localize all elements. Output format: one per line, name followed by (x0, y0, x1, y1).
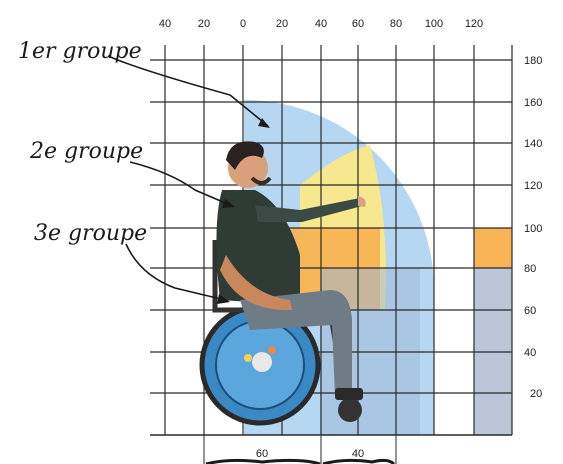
label-group-1: 1er groupe (18, 39, 142, 64)
y-tick: 160 (524, 97, 542, 109)
y-tick: 180 (524, 55, 542, 67)
x-tick: 120 (465, 18, 483, 30)
x-tick: 20 (276, 18, 288, 30)
y-tick: 20 (530, 388, 542, 400)
person-in-wheelchair-icon (199, 141, 366, 426)
y-tick: 80 (524, 263, 536, 275)
x-tick: 20 (198, 18, 210, 30)
dimension-markers: 60 40 (203, 435, 397, 464)
dimension-60: 60 (256, 448, 268, 460)
shelf-upper (474, 228, 512, 268)
y-tick: 100 (524, 223, 542, 235)
y-tick: 60 (524, 305, 536, 317)
x-axis-ticks: 40 20 0 20 40 60 80 100 120 (159, 18, 483, 30)
dimension-40: 40 (352, 448, 364, 460)
y-tick: 120 (524, 180, 542, 192)
x-tick: 100 (425, 18, 443, 30)
label-group-2: 2e groupe (29, 139, 143, 164)
x-tick: 40 (159, 18, 171, 30)
x-tick: 0 (240, 18, 246, 30)
label-group-3: 3e groupe (34, 221, 147, 246)
y-tick: 140 (524, 138, 542, 150)
x-tick: 40 (315, 18, 327, 30)
y-tick: 40 (524, 347, 536, 359)
group-annotations: 1er groupe 2e groupe 3e groupe (18, 39, 270, 304)
x-tick: 80 (390, 18, 402, 30)
y-axis-ticks: 180 160 140 120 100 80 60 40 20 (524, 55, 542, 400)
x-tick: 60 (352, 18, 364, 30)
